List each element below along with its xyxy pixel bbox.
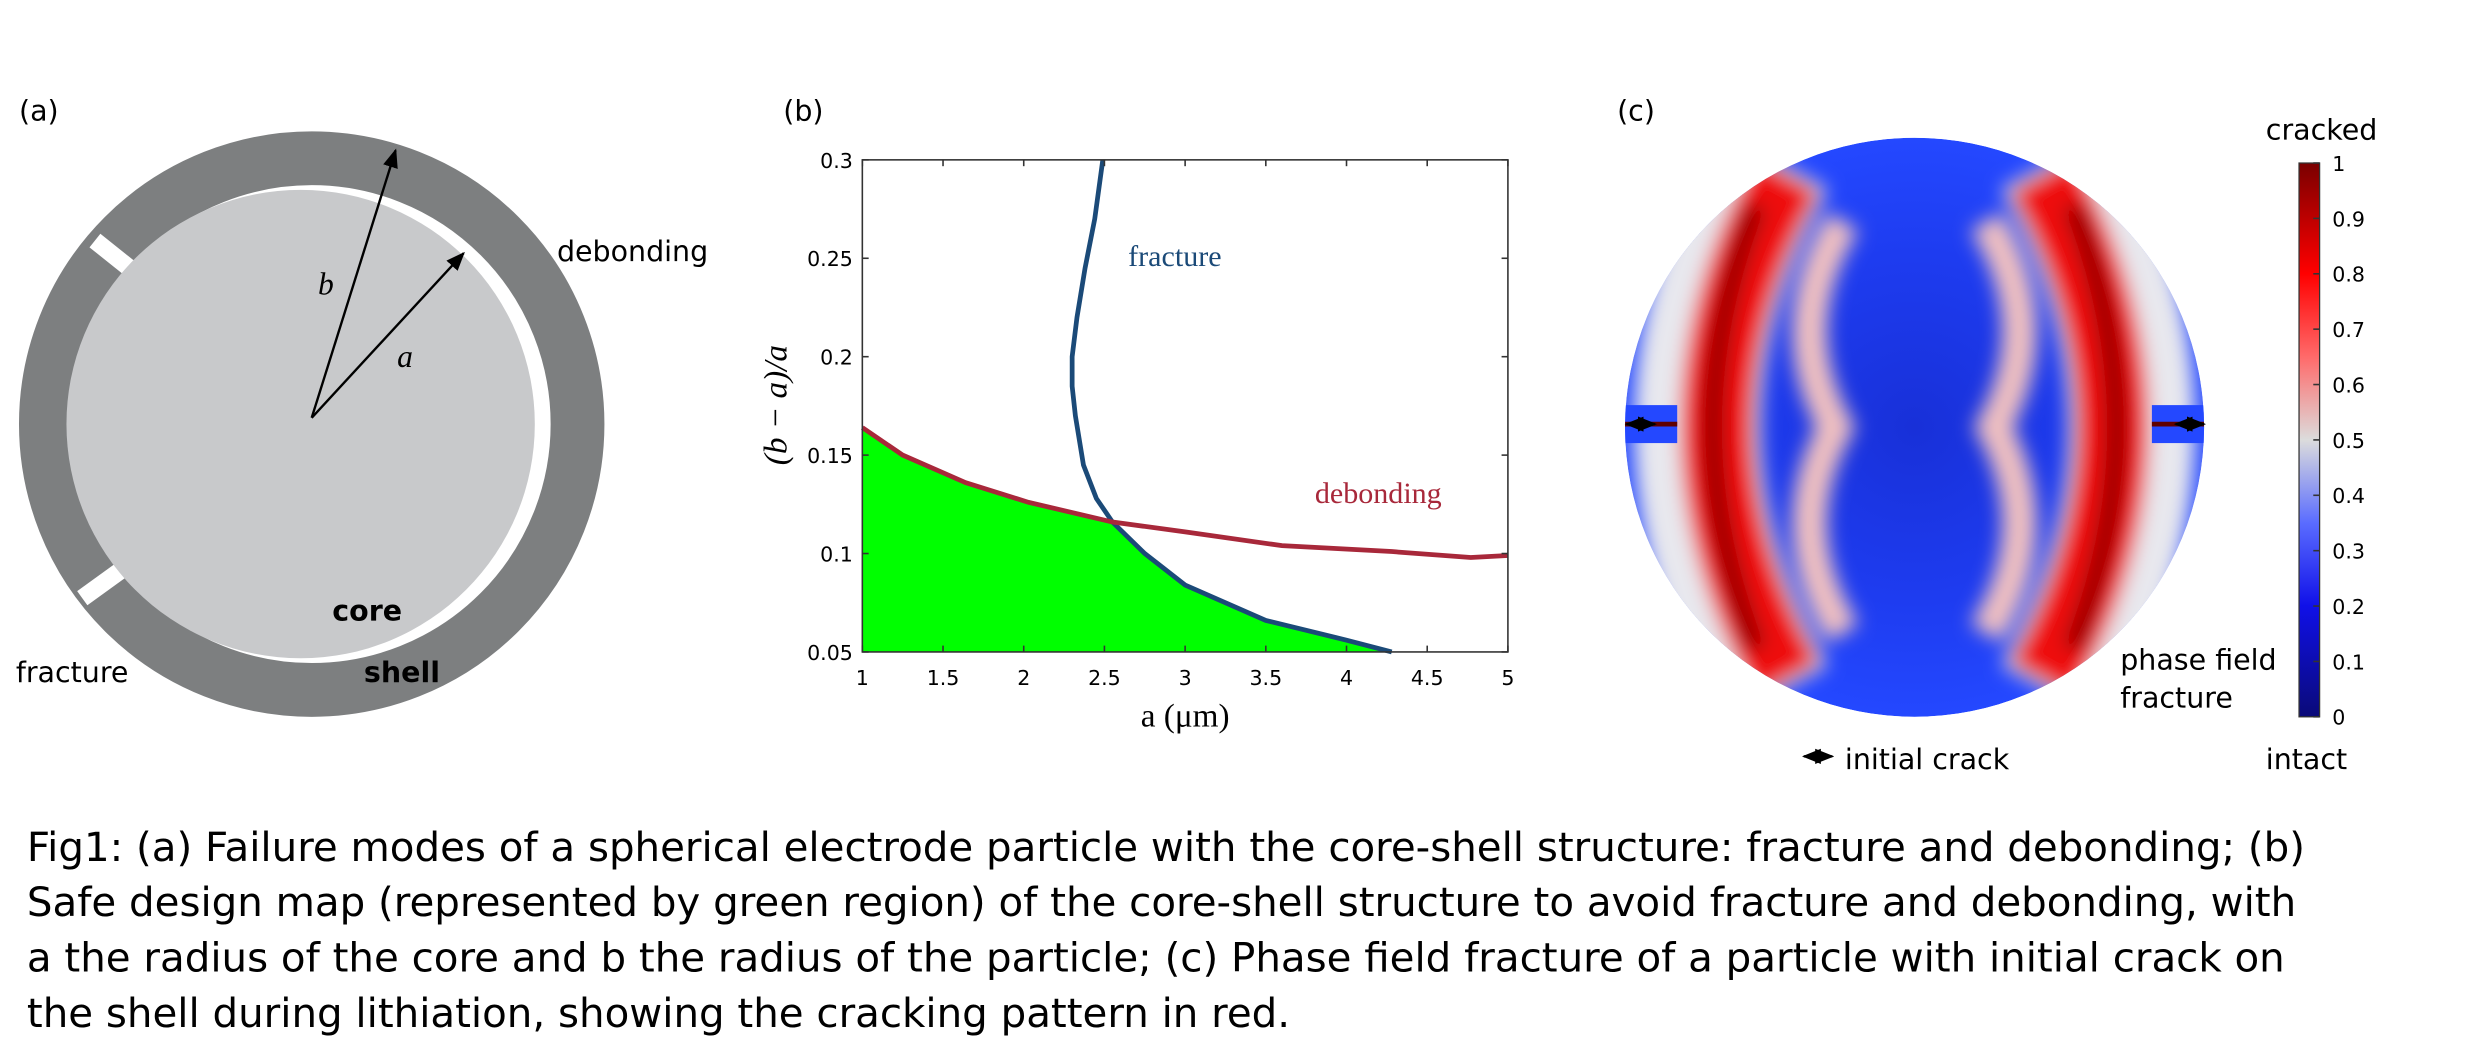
series-label: debonding — [1315, 476, 1442, 510]
y-tick-label: 0.3 — [820, 149, 853, 173]
line — [860, 425, 1509, 560]
y-tick-label: 0.05 — [807, 641, 853, 665]
panel-label: (a) — [19, 94, 59, 127]
shell — [18, 131, 605, 717]
safe-region — [862, 427, 1392, 652]
x-tick-label: 3.5 — [1249, 666, 1282, 690]
panel-a: (a) b a debonding core shell fracture — [16, 94, 708, 717]
radius-arrow — [310, 251, 465, 419]
annotation: debonding — [557, 235, 708, 268]
colorbar-tick-label: 0.5 — [2332, 429, 2365, 453]
colorbar-tick-label: 0.7 — [2332, 318, 2365, 342]
colorbar-tick-label: 1 — [2332, 152, 2345, 176]
colorbar-tick-label: 0.6 — [2332, 373, 2365, 397]
annotation: fracture — [16, 656, 129, 689]
panel-b: (b) a (μm) (b − a)/a fracture debonding 1 1… — [757, 94, 1514, 734]
colorbar-tick-label: 0.3 — [2332, 540, 2365, 564]
colorbar-tick-label: 0.2 — [2332, 595, 2365, 619]
x-tick-label: 4 — [1340, 666, 1353, 690]
annotation: core — [332, 594, 402, 627]
legend-label: initial crack — [1845, 743, 2010, 776]
annotation: shell — [364, 656, 440, 689]
x-axis-label: a (μm) — [1141, 697, 1230, 734]
colorbar-title: cracked — [2266, 113, 2378, 146]
annotation: phase field — [2120, 643, 2276, 676]
y-tick-label: 0.1 — [820, 542, 853, 566]
colorbar-bottom-label: intact — [2266, 743, 2347, 776]
colorbar-tick-label: 0.9 — [2332, 207, 2365, 231]
x-tick-label: 2.5 — [1088, 666, 1121, 690]
colorbar-tick-label: 0 — [2332, 706, 2345, 730]
radius-label: b — [318, 266, 334, 301]
core — [66, 189, 535, 659]
x-tick-label: 5 — [1501, 666, 1514, 690]
colorbar-tick-label: 0.8 — [2332, 263, 2365, 287]
phase-field — [1624, 137, 2205, 717]
caption-line: a the radius of the core and b the radiu… — [27, 935, 2285, 982]
colorbar-tick-label: 0.4 — [2332, 484, 2365, 508]
x-tick-label: 3 — [1179, 666, 1192, 690]
crack-arrows — [1624, 416, 2207, 764]
radius-arrow — [310, 148, 398, 419]
caption-line: Fig1: (a) Failure modes of a spherical e… — [27, 824, 2305, 871]
caption-line: the shell during lithiation, showing the… — [27, 990, 1290, 1037]
y-axis-label: (b − a)/a — [757, 345, 794, 465]
y-tick-label: 0.25 — [807, 247, 853, 271]
line — [1069, 159, 1393, 655]
panel-label: (b) — [783, 94, 823, 127]
panel-c: (c) cracked intact phase field fracture … — [1617, 94, 2377, 776]
x-tick-label: 1 — [856, 666, 869, 690]
caption-line: Safe design map (represented by green re… — [27, 879, 2296, 926]
caption: Fig1: (a) Failure modes of a spherical e… — [27, 824, 2305, 1037]
x-tick-label: 1.5 — [927, 666, 960, 690]
colorbar-tick-label: 0.1 — [2332, 650, 2365, 674]
y-tick-label: 0.15 — [807, 444, 853, 468]
y-tick-label: 0.2 — [820, 346, 853, 370]
panel-label: (c) — [1617, 94, 1655, 127]
x-tick-label: 4.5 — [1411, 666, 1444, 690]
annotation: fracture — [2120, 681, 2233, 714]
x-tick-label: 2 — [1017, 666, 1030, 690]
radius-label: a — [397, 339, 413, 374]
series-label: fracture — [1128, 239, 1221, 273]
